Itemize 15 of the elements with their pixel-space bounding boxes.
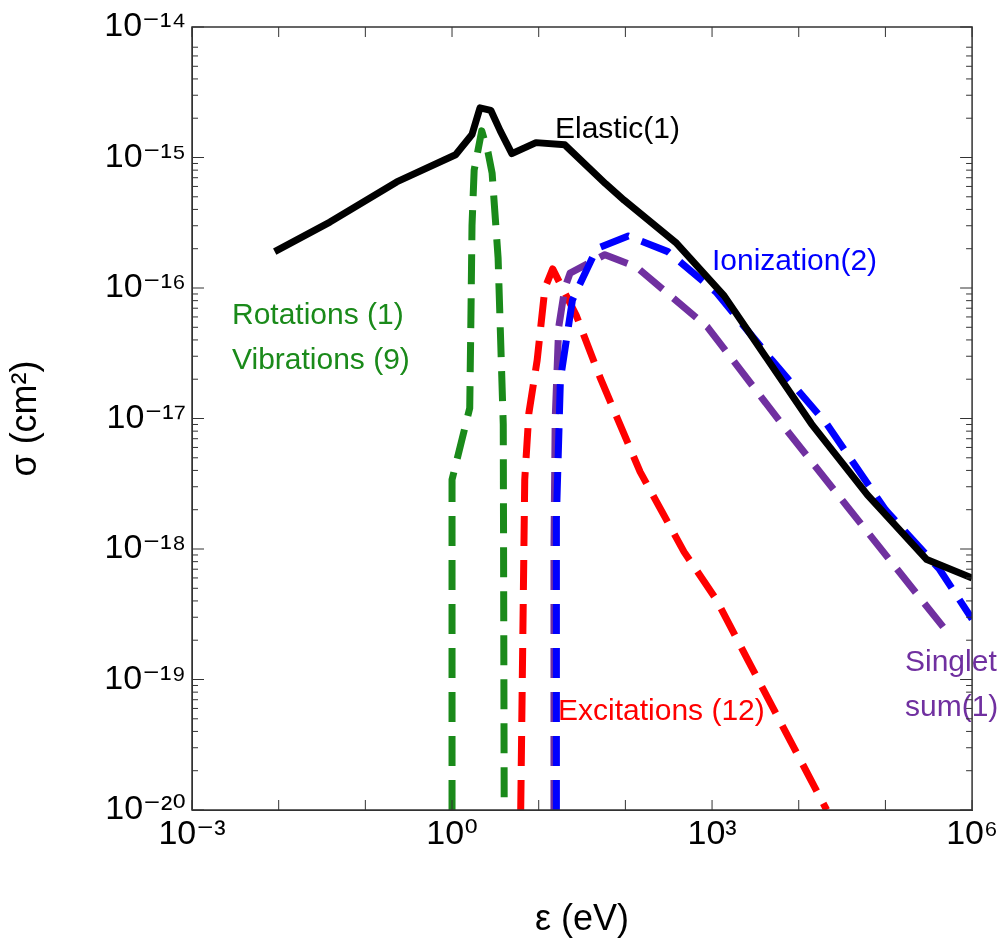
x-tick-label: 10⁶ xyxy=(946,812,999,851)
x-axis-title: ε (eV) xyxy=(535,897,630,939)
series-label: Excitations (12) xyxy=(558,693,765,727)
y-axis-title: σ (cm²) xyxy=(2,360,44,477)
series-label: Elastic(1) xyxy=(555,111,681,145)
y-tick-label: 10⁻¹⁴ xyxy=(104,5,186,44)
y-tick-label: 10⁻¹⁷ xyxy=(106,396,186,435)
x-tick-label: 10⁰ xyxy=(426,812,478,851)
y-tick-label: 10⁻¹⁹ xyxy=(104,657,186,696)
y-tick-label: 10⁻¹⁶ xyxy=(104,266,186,305)
y-tick-label: 10⁻¹⁸ xyxy=(104,527,186,566)
y-tick-label: 10⁻¹⁵ xyxy=(104,135,186,174)
x-tick-label: 10³ xyxy=(687,812,737,851)
text: Rotations (1) Vibrations (9) xyxy=(232,297,410,376)
series-label: Ionization(2) xyxy=(712,243,878,277)
